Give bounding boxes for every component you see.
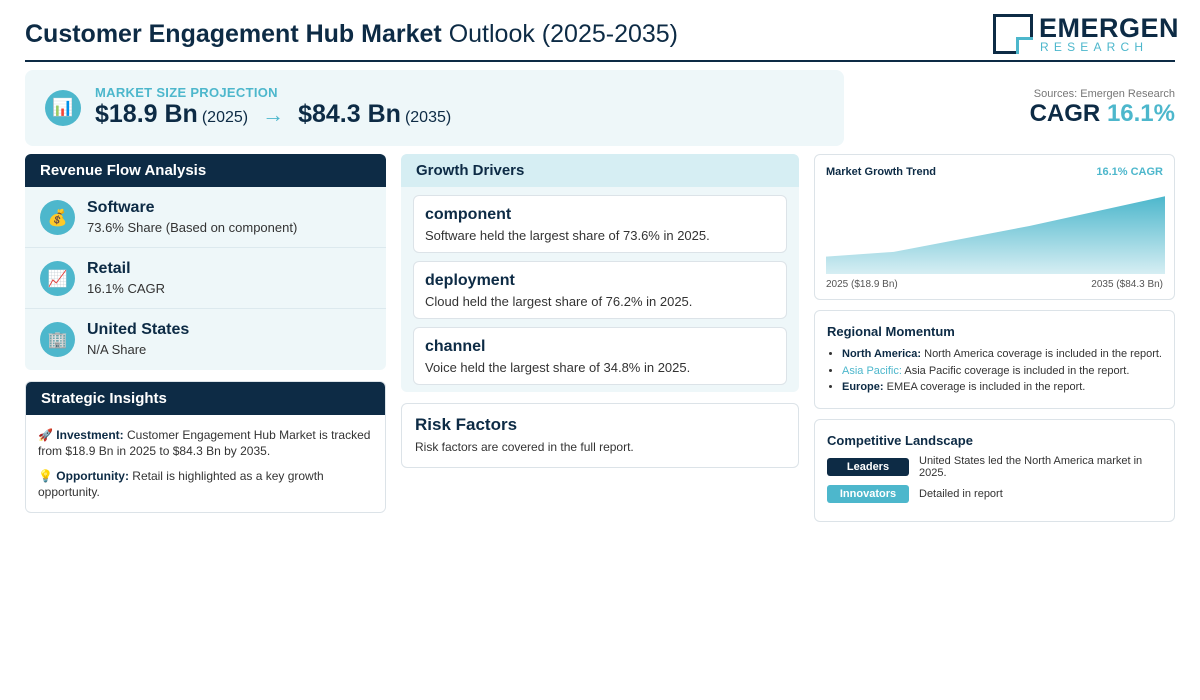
revenue-item-name: United States bbox=[87, 321, 190, 338]
revenue-item-name: Retail bbox=[87, 260, 131, 277]
region-name: Asia Pacific: bbox=[842, 364, 902, 377]
region-text: North America coverage is included in th… bbox=[924, 348, 1162, 360]
regional-list: North America: North America coverage is… bbox=[842, 348, 1167, 398]
market-growth-trend: Market Growth Trend 16.1% CAGR 2025 ($18… bbox=[814, 154, 1175, 300]
revenue-flow-list: 💰 Software 73.6% Share (Based on compone… bbox=[25, 187, 386, 370]
money-bag-icon: 💰 bbox=[40, 200, 75, 235]
growth-area bbox=[826, 196, 1165, 274]
leaders-badge: Leaders bbox=[827, 458, 909, 476]
market-size-banner: 📊 MARKET SIZE PROJECTION $18.9 Bn (2025) →… bbox=[25, 70, 844, 146]
opportunity-label: Opportunity: bbox=[56, 469, 129, 483]
driver-card: channel Voice held the largest share of … bbox=[413, 327, 787, 385]
page-title-bold: Customer Engagement Hub Market bbox=[25, 20, 442, 48]
rocket-icon: 🚀 bbox=[38, 428, 53, 442]
logo-sub: RESEARCH bbox=[1040, 40, 1149, 54]
investment-text: Customer Engagement Hub Market is tracke… bbox=[38, 428, 371, 458]
innovators-badge: Innovators bbox=[827, 485, 909, 503]
regional-momentum: Regional Momentum North America: North A… bbox=[814, 310, 1175, 409]
list-item: Europe: EMEA coverage is included in the… bbox=[842, 381, 1167, 395]
opportunity-text: Retail is highlighted as a key growth op… bbox=[38, 469, 324, 499]
lightbulb-icon: 💡 bbox=[38, 469, 53, 483]
header: Customer Engagement Hub Market Outlook (… bbox=[25, 12, 1179, 62]
revenue-item: 📈 Retail 16.1% CAGR bbox=[25, 248, 386, 309]
bar-chart-icon: 📊 bbox=[45, 90, 81, 126]
strategic-insights-title: Strategic Insights bbox=[26, 382, 385, 415]
building-icon: 🏢 bbox=[40, 322, 75, 357]
region-text: Asia Pacific coverage is included in the… bbox=[904, 364, 1130, 377]
start-year: (2025) bbox=[201, 109, 249, 126]
driver-text: Software held the largest share of 73.6%… bbox=[425, 228, 710, 243]
region-name: Europe: bbox=[842, 381, 884, 393]
emergen-logo: EMERGEN RESEARCH bbox=[993, 13, 1179, 56]
cagr-display: CAGR 16.1% bbox=[1030, 100, 1175, 128]
competitive-landscape: Competitive Landscape Leaders United Sta… bbox=[814, 419, 1175, 522]
driver-text: Cloud held the largest share of 76.2% in… bbox=[425, 294, 693, 309]
opportunity-insight: 💡 Opportunity: Retail is highlighted as … bbox=[38, 468, 373, 500]
trend-cagr: 16.1% CAGR bbox=[1096, 166, 1163, 178]
cagr-value: 16.1% bbox=[1106, 100, 1175, 127]
trend-title: Market Growth Trend bbox=[826, 166, 937, 178]
revenue-item-name: Software bbox=[87, 199, 155, 216]
list-item: Asia Pacific: Asia Pacific coverage is i… bbox=[842, 365, 1167, 379]
banner-values: $18.9 Bn (2025) → $84.3 Bn (2035) bbox=[95, 100, 451, 129]
risk-factors: Risk Factors Risk factors are covered in… bbox=[401, 403, 799, 468]
logo-mark-icon bbox=[993, 14, 1033, 54]
driver-title: channel bbox=[425, 338, 486, 355]
middle-column: Growth Drivers component Software held t… bbox=[401, 154, 799, 468]
banner-label: MARKET SIZE PROJECTION bbox=[95, 85, 278, 100]
competitive-text: Detailed in report bbox=[919, 488, 1003, 500]
cagr-label: CAGR bbox=[1029, 100, 1101, 127]
driver-title: deployment bbox=[425, 272, 515, 289]
page-title-rest: Outlook (2025-2035) bbox=[448, 20, 679, 48]
revenue-item-detail: 73.6% Share (Based on component) bbox=[87, 220, 298, 235]
risk-factors-title: Risk Factors bbox=[415, 415, 518, 434]
regional-momentum-title: Regional Momentum bbox=[827, 324, 955, 339]
revenue-flow-title: Revenue Flow Analysis bbox=[25, 154, 386, 187]
driver-title: component bbox=[425, 206, 512, 223]
left-column: Revenue Flow Analysis 💰 Software 73.6% S… bbox=[25, 154, 386, 513]
competitive-text: United States led the North America mark… bbox=[919, 455, 1143, 479]
revenue-item: 🏢 United States N/A Share bbox=[25, 309, 386, 370]
revenue-item-detail: 16.1% CAGR bbox=[87, 281, 166, 296]
growth-drivers-title: Growth Drivers bbox=[401, 154, 799, 187]
strategic-insights-body: 🚀 Investment: Customer Engagement Hub Ma… bbox=[26, 415, 385, 512]
end-year: (2035) bbox=[404, 109, 452, 126]
growth-area-chart bbox=[826, 196, 1165, 274]
right-column: Market Growth Trend 16.1% CAGR 2025 ($18… bbox=[814, 154, 1175, 522]
arrow-right-icon: → bbox=[262, 102, 285, 127]
trend-chart-icon: 📈 bbox=[40, 261, 75, 296]
sources-note: Sources: Emergen Research bbox=[1033, 88, 1175, 100]
region-text: EMEA coverage is included in the report. bbox=[886, 381, 1086, 393]
trend-start-label: 2025 ($18.9 Bn) bbox=[826, 279, 898, 290]
driver-text: Voice held the largest share of 34.8% in… bbox=[425, 360, 691, 375]
competitive-landscape-title: Competitive Landscape bbox=[827, 433, 973, 448]
end-value: $84.3 Bn bbox=[298, 100, 401, 128]
region-name: North America: bbox=[842, 348, 922, 360]
page-title: Customer Engagement Hub Market Outlook (… bbox=[25, 20, 678, 49]
list-item: North America: North America coverage is… bbox=[842, 348, 1167, 362]
trend-end-label: 2035 ($84.3 Bn) bbox=[1091, 279, 1163, 290]
investment-insight: 🚀 Investment: Customer Engagement Hub Ma… bbox=[38, 427, 373, 459]
growth-drivers: Growth Drivers component Software held t… bbox=[401, 154, 799, 392]
revenue-item: 💰 Software 73.6% Share (Based on compone… bbox=[25, 187, 386, 248]
logo-name: EMERGEN bbox=[1039, 13, 1180, 43]
start-value: $18.9 Bn bbox=[95, 100, 198, 128]
driver-card: component Software held the largest shar… bbox=[413, 195, 787, 253]
driver-card: deployment Cloud held the largest share … bbox=[413, 261, 787, 319]
risk-factors-text: Risk factors are covered in the full rep… bbox=[415, 440, 634, 454]
strategic-insights: Strategic Insights 🚀 Investment: Custome… bbox=[25, 381, 386, 513]
investment-label: Investment: bbox=[56, 428, 124, 442]
revenue-item-detail: N/A Share bbox=[87, 342, 147, 357]
